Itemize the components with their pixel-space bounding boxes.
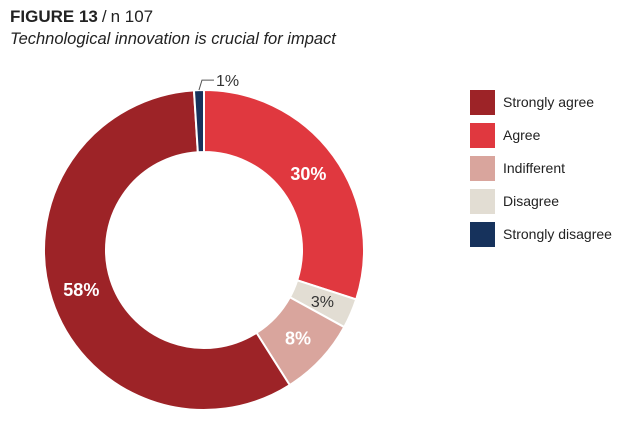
data-label-indifferent: 8% <box>285 328 311 348</box>
legend-swatch <box>470 89 495 115</box>
chart-legend: Strongly agree Agree Indifferent Disagre… <box>470 89 612 254</box>
legend-item-disagree: Disagree <box>470 188 612 214</box>
legend-label: Indifferent <box>503 160 566 176</box>
donut-slice-agree <box>203 88 365 301</box>
donut-slice-strongly-agree <box>43 89 292 411</box>
legend-item-strongly-disagree: Strongly disagree <box>470 221 612 247</box>
legend-swatch <box>470 122 495 148</box>
data-label-strongly-disagree: 1% <box>216 73 239 90</box>
legend-label: Agree <box>503 127 541 143</box>
leader-line-strongly-disagree <box>198 79 214 91</box>
chart-subtitle: Technological innovation is crucial for … <box>10 30 336 48</box>
legend-item-indifferent: Indifferent <box>470 155 612 181</box>
legend-label: Strongly disagree <box>503 226 612 242</box>
data-label-disagree: 3% <box>311 294 334 311</box>
legend-item-agree: Agree <box>470 122 612 148</box>
sample-size: n 107 <box>110 7 154 26</box>
data-label-strongly-agree: 58% <box>63 280 99 300</box>
chart-header: FIGURE 13/n 107 Technological innovation… <box>10 6 336 50</box>
data-label-agree: 30% <box>290 164 326 184</box>
legend-swatch <box>470 221 495 247</box>
legend-label: Strongly agree <box>503 94 595 110</box>
legend-swatch <box>470 155 495 181</box>
legend-label: Disagree <box>503 193 560 209</box>
legend-item-strongly-agree: Strongly agree <box>470 89 612 115</box>
figure-separator: / <box>101 7 107 26</box>
figure-line: FIGURE 13/n 107 <box>10 6 336 28</box>
legend-swatch <box>470 188 495 214</box>
donut-slice-strongly-disagree <box>192 88 205 154</box>
figure-label: FIGURE 13 <box>10 7 98 26</box>
